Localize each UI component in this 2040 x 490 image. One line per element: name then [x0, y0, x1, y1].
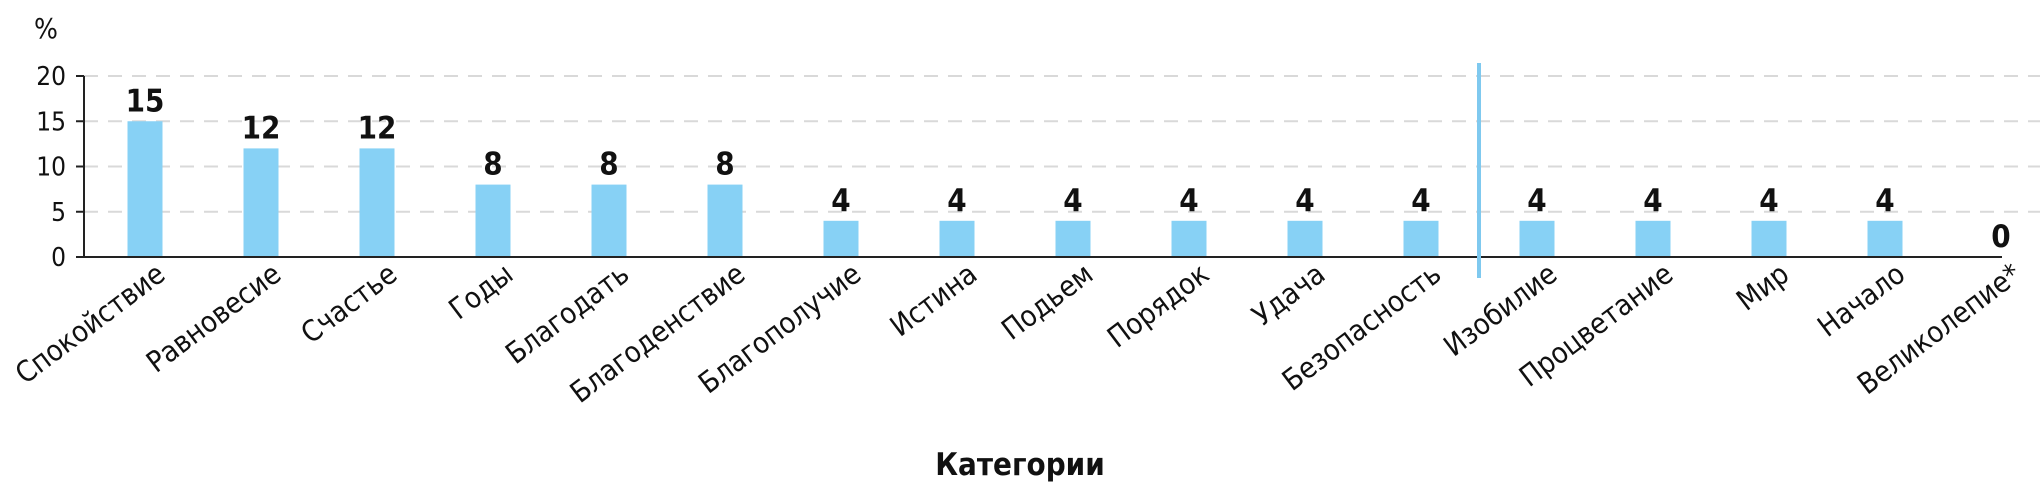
data-label: 4: [1527, 183, 1546, 219]
data-label: 12: [242, 110, 281, 146]
bar: [939, 220, 975, 257]
data-label: 4: [1411, 183, 1430, 219]
bar: [1635, 220, 1671, 257]
x-tick-label: Подьем: [995, 256, 1099, 346]
bars: [127, 121, 1903, 257]
bar: [1867, 220, 1903, 257]
x-tick-label: Годы: [442, 256, 519, 326]
bar: [1055, 220, 1091, 257]
y-axis-ticks: 0 5 10 15 20: [36, 62, 84, 273]
data-label: 15: [126, 83, 165, 119]
y-tick-label: 0: [51, 243, 66, 273]
x-tick-label: Счастье: [294, 256, 403, 350]
x-axis-title: Категории: [935, 447, 1105, 483]
data-label: 4: [1179, 183, 1198, 219]
bar: [707, 184, 743, 257]
gridlines: [84, 75, 2040, 213]
y-tick-label: 10: [36, 153, 66, 183]
x-tick-label: Удача: [1246, 256, 1331, 332]
bar: [1171, 220, 1207, 257]
x-tick-label: Начало: [1811, 256, 1911, 343]
y-tick-label: 5: [51, 198, 66, 228]
x-tick-label: Истина: [884, 256, 984, 343]
bar: [359, 148, 395, 257]
data-label: 4: [1643, 183, 1662, 219]
bar: [1287, 220, 1323, 257]
y-tick-label: 20: [36, 62, 66, 92]
data-label: 8: [599, 147, 618, 183]
bar: [1519, 220, 1555, 257]
y-tick-label: 15: [36, 107, 66, 137]
bar: [127, 121, 163, 257]
bar: [243, 148, 279, 257]
data-label: 4: [1875, 183, 1894, 219]
data-label: 4: [831, 183, 850, 219]
data-label: 4: [947, 183, 966, 219]
bar: [1751, 220, 1787, 257]
bar: [591, 184, 627, 257]
bar: [475, 184, 511, 257]
x-tick-label: Спокойствие: [9, 256, 171, 390]
data-label: 0: [1991, 219, 2010, 255]
data-label: 8: [715, 147, 734, 183]
bar: [823, 220, 859, 257]
bar: [1403, 220, 1439, 257]
data-label: 4: [1295, 183, 1314, 219]
data-label: 4: [1063, 183, 1082, 219]
y-axis-unit-label: %: [34, 12, 58, 45]
x-tick-label: Порядок: [1101, 256, 1215, 354]
data-labels: 15 12 12 8 8 8 4 4 4 4 4 4 4 4 4 4 0: [126, 83, 2011, 255]
x-tick-label: Мир: [1730, 256, 1795, 317]
data-label: 8: [483, 147, 502, 183]
data-label: 4: [1759, 183, 1778, 219]
data-label: 12: [358, 110, 397, 146]
